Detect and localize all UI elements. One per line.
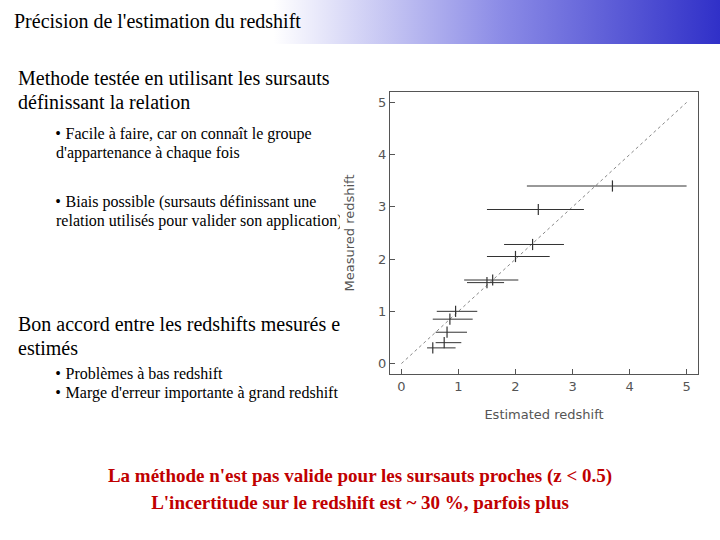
svg-text:4: 4	[378, 147, 386, 162]
html-text:La méthode n'est pas valide po: La méthode n'est pas valide pour les sur…	[107, 465, 613, 486]
svg-text:5: 5	[378, 95, 386, 110]
svg-text:1: 1	[378, 304, 386, 319]
svg-text:3: 3	[378, 199, 386, 214]
svg-text:Measured redshift: Measured redshift	[342, 174, 357, 291]
svg-text:1: 1	[454, 379, 462, 394]
svg-text:4: 4	[625, 379, 633, 394]
html-text:L'incertitude sur le redshift: L'incertitude sur le redshift est ~ 30 %…	[151, 492, 569, 513]
html-text:Précision de l'estimation du r: Précision de l'estimation du redshift	[14, 10, 301, 32]
svg-text:3: 3	[568, 379, 576, 394]
html-text:Bon accord entre les redshifts: Bon accord entre les redshifts mesurés e…	[18, 313, 346, 359]
svg-text:2: 2	[378, 252, 386, 267]
html-text:Problèmes à bas redshift: Problèmes à bas redshift	[65, 365, 223, 382]
html-text:Marge d'erreur importante à gr: Marge d'erreur importante à grand redshi…	[65, 384, 338, 401]
svg-text:2: 2	[511, 379, 519, 394]
svg-text:0: 0	[397, 379, 405, 394]
svg-text:5: 5	[682, 379, 690, 394]
svg-text:0: 0	[378, 356, 386, 371]
html-text:Facile à faire, car on connaît: Facile à faire, car on connaît le groupe…	[56, 125, 312, 161]
svg-text:Estimated redshift: Estimated redshift	[484, 407, 603, 422]
html-text:Methode testée en utilisant le: Methode testée en utilisant les sursauts…	[18, 67, 330, 113]
html-text:Biais possible (sursauts défin: Biais possible (sursauts définissant une…	[56, 193, 343, 229]
